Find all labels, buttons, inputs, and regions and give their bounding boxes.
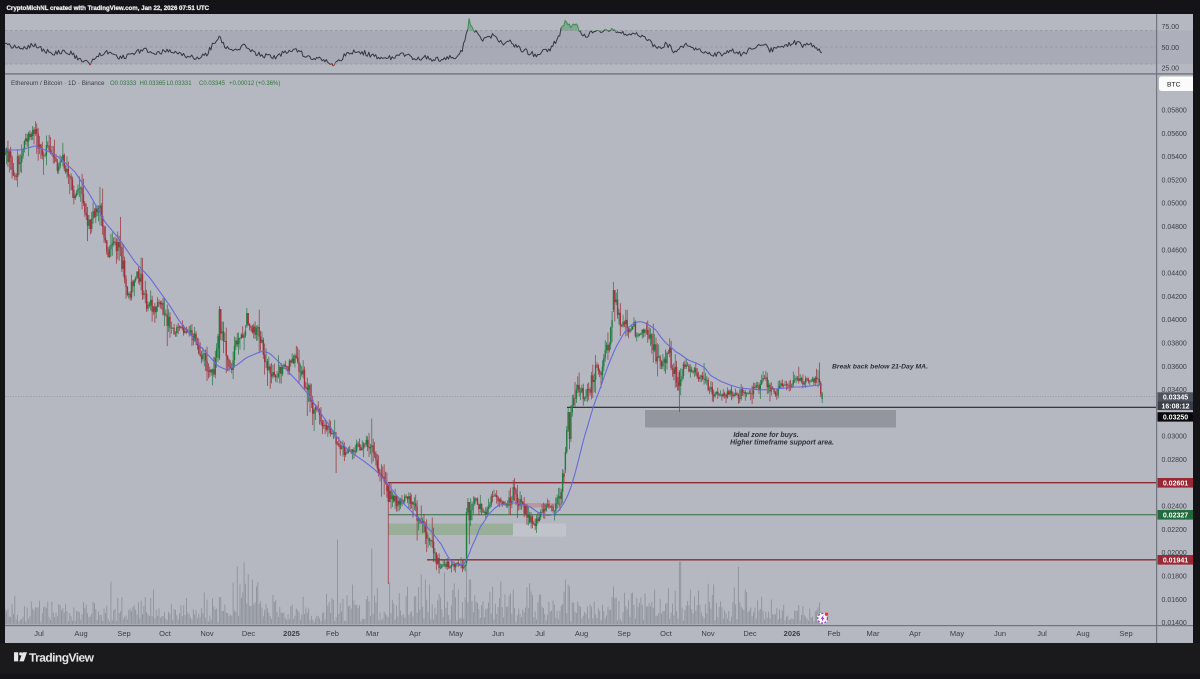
svg-text:Jun: Jun <box>492 629 504 638</box>
svg-text:Ideal zone for buys.: Ideal zone for buys. <box>733 432 798 439</box>
svg-text:0.02000: 0.02000 <box>1162 550 1187 557</box>
svg-text:Jul: Jul <box>34 629 44 638</box>
svg-text:Dec: Dec <box>743 629 757 638</box>
svg-text:Sep: Sep <box>617 629 630 638</box>
svg-text:0.01600: 0.01600 <box>1162 597 1187 604</box>
svg-text:O0.03333: O0.03333 <box>110 81 137 87</box>
svg-text:May: May <box>950 629 964 638</box>
svg-text:Higher timeframe support area.: Higher timeframe support area. <box>730 440 834 447</box>
svg-text:Break back below 21-Day MA.: Break back below 21-Day MA. <box>832 364 928 371</box>
svg-text:C0.03345: C0.03345 <box>199 81 226 87</box>
svg-text:0.04400: 0.04400 <box>1162 271 1187 278</box>
svg-text:Feb: Feb <box>828 629 841 638</box>
svg-text:0.05400: 0.05400 <box>1162 154 1187 161</box>
svg-text:0.03250: 0.03250 <box>1163 415 1188 422</box>
svg-text:Oct: Oct <box>660 629 673 638</box>
svg-text:Dec: Dec <box>242 629 256 638</box>
svg-text:0.02327: 0.02327 <box>1163 512 1188 519</box>
svg-text:Ethereum / Bitcoin · 1D · Bina: Ethereum / Bitcoin · 1D · Binance <box>11 80 105 87</box>
svg-text:0.04000: 0.04000 <box>1162 317 1187 324</box>
svg-text:Sep: Sep <box>117 629 130 638</box>
svg-text:0.05800: 0.05800 <box>1162 108 1187 115</box>
svg-text:Mar: Mar <box>867 629 880 638</box>
svg-text:0.02800: 0.02800 <box>1162 457 1187 464</box>
svg-text:+0.00012 (+0.36%): +0.00012 (+0.36%) <box>229 81 280 87</box>
svg-text:0.03345: 0.03345 <box>1163 395 1188 402</box>
svg-text:Oct: Oct <box>159 629 172 638</box>
svg-text:0.01941: 0.01941 <box>1163 557 1188 564</box>
svg-text:Apr: Apr <box>409 629 421 638</box>
svg-text:Jul: Jul <box>535 629 545 638</box>
svg-text:Mar: Mar <box>366 629 379 638</box>
svg-text:Aug: Aug <box>1076 629 1089 638</box>
svg-text:0.04600: 0.04600 <box>1162 247 1187 254</box>
svg-text:0.03000: 0.03000 <box>1162 434 1187 441</box>
svg-text:0.05000: 0.05000 <box>1162 201 1187 208</box>
svg-text:CryptoMichNL created with Trad: CryptoMichNL created with TradingView.co… <box>7 5 210 12</box>
svg-text:2026: 2026 <box>784 629 801 638</box>
svg-text:0.04200: 0.04200 <box>1162 294 1187 301</box>
svg-text:May: May <box>449 629 463 638</box>
svg-text:L0.03331: L0.03331 <box>167 81 193 87</box>
svg-text:0.05200: 0.05200 <box>1162 177 1187 184</box>
svg-text:2025: 2025 <box>283 629 300 638</box>
svg-text:0.01800: 0.01800 <box>1162 574 1187 581</box>
svg-text:Sep: Sep <box>1119 629 1132 638</box>
svg-text:0.04800: 0.04800 <box>1162 224 1187 231</box>
svg-text:Aug: Aug <box>575 629 588 638</box>
svg-text:75.00: 75.00 <box>1162 24 1180 31</box>
svg-text:0.05600: 0.05600 <box>1162 131 1187 138</box>
svg-text:Jul: Jul <box>1037 629 1047 638</box>
svg-text:0.01400: 0.01400 <box>1162 620 1187 627</box>
svg-text:0.02601: 0.02601 <box>1163 480 1188 487</box>
svg-text:16:08:12: 16:08:12 <box>1161 403 1189 410</box>
svg-text:0.03400: 0.03400 <box>1162 387 1187 394</box>
svg-text:0.03800: 0.03800 <box>1162 341 1187 348</box>
svg-text:0.03600: 0.03600 <box>1162 364 1187 371</box>
svg-text:0.02400: 0.02400 <box>1162 504 1187 511</box>
svg-text:25.00: 25.00 <box>1162 65 1180 72</box>
svg-text:Apr: Apr <box>909 629 921 638</box>
svg-text:BTC: BTC <box>1167 81 1181 88</box>
svg-text:H0.03365: H0.03365 <box>140 81 167 87</box>
svg-text:TradingView: TradingView <box>29 651 95 665</box>
svg-text:Nov: Nov <box>701 629 715 638</box>
svg-text:Jun: Jun <box>994 629 1006 638</box>
svg-text:Feb: Feb <box>326 629 339 638</box>
svg-text:Nov: Nov <box>200 629 214 638</box>
svg-text:0.02200: 0.02200 <box>1162 527 1187 534</box>
svg-text:50.00: 50.00 <box>1162 45 1180 52</box>
svg-text:Aug: Aug <box>74 629 87 638</box>
